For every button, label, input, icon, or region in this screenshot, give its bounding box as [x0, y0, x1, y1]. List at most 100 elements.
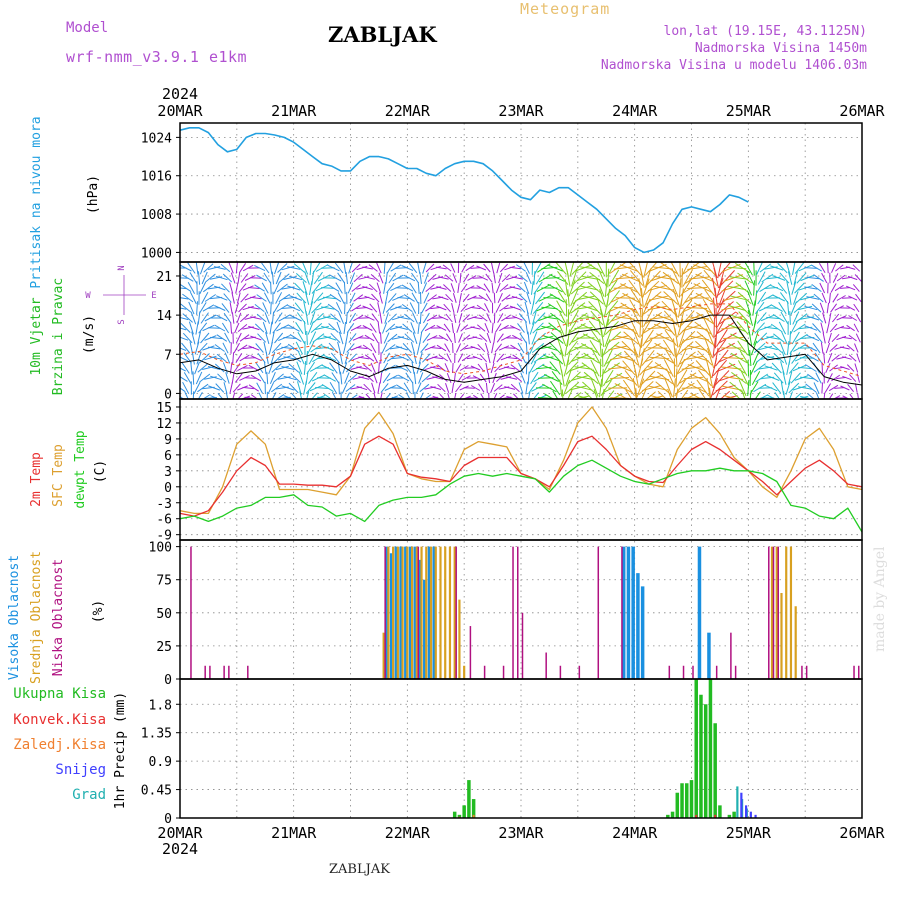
wind-arrow	[190, 361, 193, 375]
wind-arrow	[588, 301, 602, 315]
wind-arrow	[485, 293, 493, 303]
wind-arrow	[305, 311, 309, 325]
wind-arrow	[764, 365, 778, 371]
wind-arrow	[853, 323, 860, 333]
wind-arrow	[417, 281, 420, 295]
wind-arrow	[330, 313, 341, 323]
x-tick-label-bottom: 24MAR	[612, 824, 658, 842]
wind-arrow	[673, 378, 676, 398]
wind-arrow	[582, 381, 597, 395]
wind-arrow	[602, 369, 614, 387]
wind-arrow	[377, 302, 381, 314]
wind-arrow	[371, 333, 379, 343]
wind-arrow	[526, 291, 532, 305]
wind-arrow	[306, 361, 316, 375]
wind-arrow	[678, 278, 682, 298]
wind-arrow	[470, 345, 481, 351]
wind-arrow	[329, 293, 342, 303]
x-tick-label-top: 21MAR	[271, 102, 317, 120]
wind-arrow	[401, 303, 413, 313]
wind-arrow	[589, 272, 605, 284]
wind-arrow	[751, 371, 761, 385]
wind-arrow	[287, 324, 300, 332]
wind-arrow	[312, 333, 325, 343]
wind-arrow	[647, 305, 668, 311]
wind-arrow	[529, 321, 535, 335]
wind-arrow	[403, 294, 415, 302]
wind-arrow	[267, 382, 275, 394]
wind-arrow	[465, 264, 475, 272]
wind-arrow	[642, 329, 654, 347]
wind-arrow	[281, 265, 295, 271]
wind-arrow	[681, 345, 702, 351]
wind-arrow	[846, 305, 856, 311]
wind-arrow	[715, 307, 717, 329]
wind-arrow	[180, 356, 189, 362]
wind-arrow	[570, 281, 585, 295]
wind-arrow	[383, 262, 386, 274]
wind-arrow	[487, 372, 491, 384]
wind-arrow	[715, 388, 721, 399]
wind-arrow	[459, 385, 469, 391]
wind-arrow	[621, 273, 641, 283]
wind-arrow	[314, 395, 326, 399]
wind-arrow	[258, 392, 263, 399]
wind-arrow	[683, 262, 700, 275]
wind-rose-label: E	[151, 291, 156, 301]
wind-arrow	[600, 380, 612, 396]
wind-arrow	[295, 273, 307, 283]
wind-arrow	[814, 332, 823, 344]
wind-arrow	[420, 343, 429, 353]
wind-arrow	[424, 365, 436, 371]
wind-arrow	[491, 342, 495, 354]
wind-arrow	[476, 324, 486, 332]
pressure-series-line	[179, 127, 749, 254]
wind-arrow	[780, 361, 785, 375]
wind-arrow	[571, 354, 589, 362]
wind-arrow	[356, 265, 368, 271]
wind-arrow	[729, 295, 749, 301]
wind-arrow	[181, 362, 190, 374]
wind-arrow	[528, 361, 537, 375]
wind-arrow	[567, 371, 581, 385]
wind-arrow	[438, 334, 449, 342]
wind-arrow	[639, 298, 642, 318]
wind-arrow	[571, 262, 584, 276]
wind-arrow	[198, 302, 207, 314]
wind-arrow	[382, 322, 388, 334]
wind-arrow	[345, 384, 356, 392]
wind-arrow	[773, 333, 785, 343]
wind-arrow	[828, 384, 839, 392]
wind-arrow	[380, 332, 382, 344]
wind-arrow	[437, 383, 446, 393]
wind-arrow	[649, 337, 670, 339]
wind-arrow	[680, 389, 689, 399]
wind-arrow	[793, 323, 806, 333]
wind-arrow	[681, 289, 694, 307]
wind-arrow	[683, 376, 704, 380]
wind-arrow	[674, 328, 679, 348]
wind-arrow	[356, 366, 368, 370]
wind-arrow	[210, 395, 220, 399]
wind-arrow	[671, 298, 678, 318]
wind-arrow	[297, 381, 302, 395]
wind-arrow	[451, 382, 455, 394]
wind-arrow	[785, 381, 791, 395]
temperature-y-tick-label: 3	[164, 465, 172, 480]
wind-arrow	[234, 322, 240, 334]
wind-arrow	[339, 351, 343, 365]
wind-arrow	[250, 355, 262, 361]
wind-arrow	[729, 314, 748, 322]
wind-arrow	[467, 295, 477, 301]
wind-arrow	[778, 321, 787, 335]
wind-arrow	[348, 333, 357, 343]
wind-arrow	[457, 373, 464, 383]
wind-arrow	[717, 301, 734, 315]
wind-arrow	[201, 271, 208, 285]
wind-arrow	[432, 356, 444, 360]
wind-arrow	[842, 356, 852, 360]
wind-arrow	[758, 325, 772, 331]
wind-arrow	[566, 269, 571, 287]
wind-arrow	[842, 336, 852, 340]
wind-arrow	[728, 324, 746, 332]
